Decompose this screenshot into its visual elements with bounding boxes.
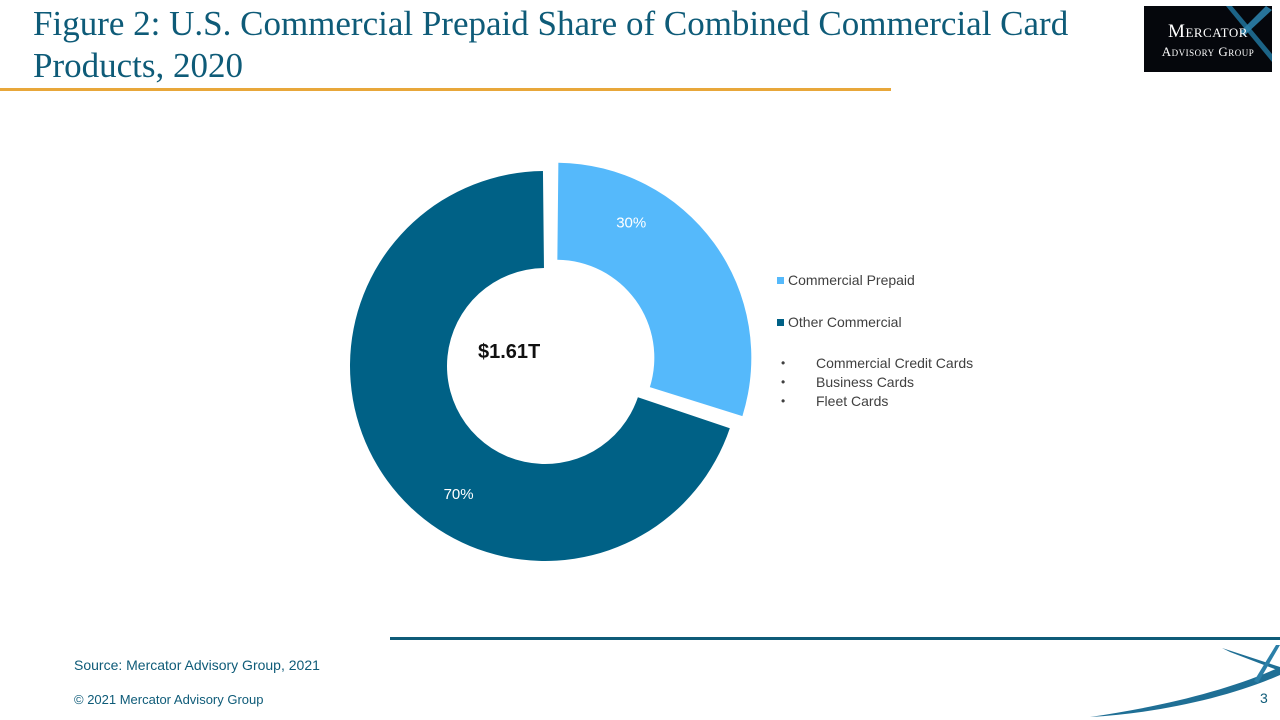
title-divider (0, 88, 891, 91)
source-note: Source: Mercator Advisory Group, 2021 (74, 657, 320, 673)
page-title: Figure 2: U.S. Commercial Prepaid Share … (33, 4, 1069, 85)
list-item: • Commercial Credit Cards (781, 354, 973, 373)
legend-item-other-commercial: Other Commercial (777, 313, 902, 331)
swoosh-decoration-icon (1090, 645, 1280, 717)
footer-divider (390, 637, 1280, 640)
sub-item-label: Fleet Cards (816, 393, 889, 409)
legend-swatch-other (777, 319, 784, 326)
legend-sub-list: • Commercial Credit Cards • Business Cards… (781, 354, 973, 411)
data-label-other-commercial: 70% (444, 486, 474, 503)
list-item: • Fleet Cards (781, 392, 973, 411)
bullet-icon: • (781, 394, 786, 408)
mercator-logo: Mercator Advisory Group (1144, 6, 1272, 72)
logo-line-2: Advisory Group (1161, 44, 1255, 59)
logo-x-mark-icon (1226, 6, 1272, 62)
page-number: 3 (1260, 690, 1268, 706)
list-item: • Business Cards (781, 373, 973, 392)
sub-item-label: Commercial Credit Cards (816, 355, 974, 371)
donut-center-label: $1.61T (478, 341, 541, 363)
logo-line-1: Mercator (1168, 21, 1248, 42)
bullet-icon: • (781, 356, 786, 370)
donut-slice-commercial-prepaid (557, 162, 752, 417)
legend-item-commercial-prepaid: Commercial Prepaid (777, 271, 915, 289)
donut-slice-other-commercial (350, 171, 730, 562)
legend-label: Commercial Prepaid (788, 272, 915, 288)
sub-item-label: Business Cards (816, 374, 915, 390)
bullet-icon: • (781, 375, 786, 389)
data-label-commercial-prepaid: 30% (616, 215, 646, 232)
copyright-note: © 2021 Mercator Advisory Group (74, 692, 264, 707)
legend-label: Other Commercial (788, 314, 902, 330)
legend-swatch-prepaid (777, 277, 784, 284)
